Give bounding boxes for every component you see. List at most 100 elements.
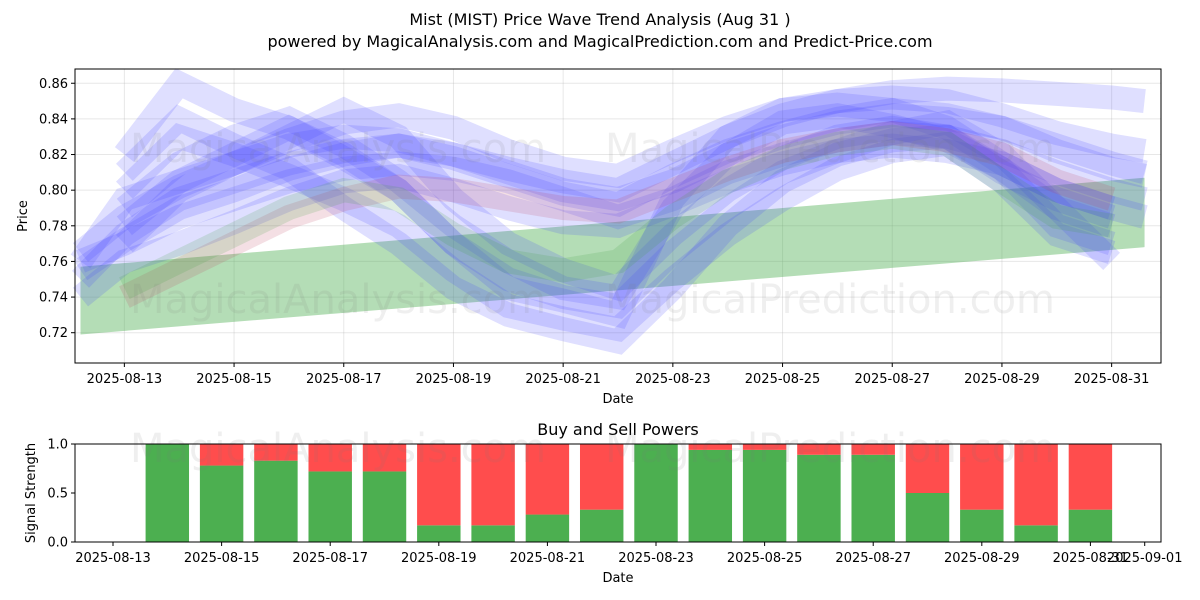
sell-bar <box>1014 444 1058 526</box>
sell-bar <box>960 444 1004 510</box>
price-y-tick-label: 0.80 <box>39 184 68 199</box>
price-x-tick-label: 2025-08-27 <box>854 372 930 387</box>
figure-subtitle: powered by MagicalAnalysis.com and Magic… <box>267 32 932 51</box>
price-y-tick-label: 0.86 <box>39 77 68 92</box>
wave-series-14 <box>119 124 1114 299</box>
price-x-tick-label: 2025-08-21 <box>525 372 601 387</box>
signal-x-tick-label: 2025-08-25 <box>727 551 803 566</box>
buy-bar <box>851 454 895 542</box>
signal-x-tick-label: 2025-08-19 <box>401 551 477 566</box>
signal-y-tick-label: 0.0 <box>47 536 68 551</box>
wave-series-6 <box>70 76 1146 269</box>
sell-bar <box>688 444 733 450</box>
trend-band <box>80 177 1145 335</box>
wave-series-8 <box>114 68 1120 319</box>
price-plot-frame <box>74 68 1162 364</box>
price-y-axis: 0.72 0.74 0.76 0.78 0.80 0.82 0.84 0.86 <box>39 77 75 341</box>
sell-bar <box>797 444 841 455</box>
sell-bar <box>417 444 461 526</box>
wave-series-layer <box>70 68 1148 355</box>
buy-bar <box>417 525 461 542</box>
price-x-tick-label: 2025-08-29 <box>964 372 1040 387</box>
price-x-tick-label: 2025-08-31 <box>1074 372 1150 387</box>
price-y-tick-label: 0.74 <box>39 291 68 306</box>
watermark-bottom-right: MagicalPrediction.com <box>605 426 1055 472</box>
trend-band-layer <box>80 177 1145 335</box>
signal-bars-layer <box>145 444 1113 542</box>
wave-series-2 <box>71 103 1148 288</box>
signal-chart: Buy and Sell Powers MagicalAnalysis.com … <box>24 420 1182 586</box>
sell-bar <box>525 444 570 515</box>
price-x-tick-label: 2025-08-19 <box>416 372 492 387</box>
signal-x-axis: 2025-08-13 2025-08-15 2025-08-17 2025-08-19… <box>75 542 1182 566</box>
watermark-top-right: MagicalPrediction.com <box>605 126 1055 172</box>
buy-bar <box>688 449 733 542</box>
wave-series-7 <box>116 104 1116 355</box>
wave-series-11 <box>116 96 1116 302</box>
wave-series-3 <box>72 133 1148 307</box>
buy-bar <box>905 493 950 542</box>
signal-y-axis: 0.0 0.5 1.0 <box>47 438 75 551</box>
buy-bar <box>1068 509 1113 542</box>
wave-series-1 <box>75 121 1148 273</box>
sell-bar <box>905 444 950 493</box>
price-x-tick-label: 2025-08-17 <box>306 372 382 387</box>
signal-x-tick-label: 2025-08-13 <box>75 551 151 566</box>
signal-x-tick-label: 2025-09-01 <box>1107 551 1183 566</box>
sell-bar <box>579 444 624 510</box>
price-x-tick-label: 2025-08-25 <box>745 372 821 387</box>
buy-bar <box>308 471 352 542</box>
price-x-tick-label: 2025-08-15 <box>196 372 272 387</box>
price-x-tick-label: 2025-08-13 <box>87 372 163 387</box>
signal-x-tick-label: 2025-08-21 <box>510 551 586 566</box>
figure-title: Mist (MIST) Price Wave Trend Analysis (A… <box>409 10 790 29</box>
sell-bar <box>362 444 407 472</box>
price-chart: MagicalAnalysis.com MagicalPrediction.co… <box>16 68 1162 407</box>
buy-bar <box>362 471 407 542</box>
sell-bar <box>1068 444 1113 510</box>
price-grid <box>75 69 1161 363</box>
price-y-tick-label: 0.78 <box>39 219 68 234</box>
price-y-tick-label: 0.82 <box>39 148 68 163</box>
price-x-axis: 2025-08-13 2025-08-15 2025-08-17 2025-08-19… <box>87 363 1150 387</box>
watermark-mid-right: MagicalPrediction.com <box>605 277 1055 323</box>
signal-x-tick-label: 2025-08-27 <box>835 551 911 566</box>
signal-y-tick-label: 0.5 <box>47 487 68 502</box>
wave-series-13 <box>119 120 1116 308</box>
buy-bar <box>742 449 787 542</box>
watermark-bottom-left: MagicalAnalysis.com <box>130 426 546 472</box>
buy-bar <box>960 509 1004 542</box>
signal-x-tick-label: 2025-08-23 <box>618 551 694 566</box>
sell-bar <box>254 444 298 461</box>
wave-series-12 <box>116 92 1116 330</box>
signal-y-tick-label: 1.0 <box>47 438 68 453</box>
signal-x-tick-label: 2025-08-17 <box>292 551 368 566</box>
wave-series-10 <box>116 103 1116 311</box>
signal-y-label: Signal Strength <box>24 443 39 543</box>
signal-x-label: Date <box>602 571 633 586</box>
sell-bar <box>308 444 352 472</box>
buy-bar <box>579 509 624 542</box>
price-x-label: Date <box>602 392 633 407</box>
sell-bar <box>742 444 787 450</box>
watermark-top-left: MagicalAnalysis.com <box>130 126 546 172</box>
sell-bar <box>199 444 244 466</box>
price-y-tick-label: 0.76 <box>39 255 68 270</box>
buy-bar <box>797 454 841 542</box>
wave-series-5 <box>73 97 1148 281</box>
sell-bar <box>851 444 895 455</box>
wave-series-9 <box>116 123 1116 343</box>
buy-bar <box>1014 525 1058 542</box>
price-y-label: Price <box>16 200 31 232</box>
buy-bar <box>471 525 515 542</box>
price-x-tick-label: 2025-08-23 <box>635 372 711 387</box>
buy-bar <box>254 460 298 542</box>
buy-bar <box>199 465 244 542</box>
buy-bar <box>525 514 570 542</box>
signal-x-tick-label: 2025-08-15 <box>184 551 260 566</box>
buy-bar <box>634 444 678 542</box>
buy-bar <box>145 444 190 542</box>
sell-bar <box>471 444 515 526</box>
price-y-tick-label: 0.72 <box>39 326 68 341</box>
